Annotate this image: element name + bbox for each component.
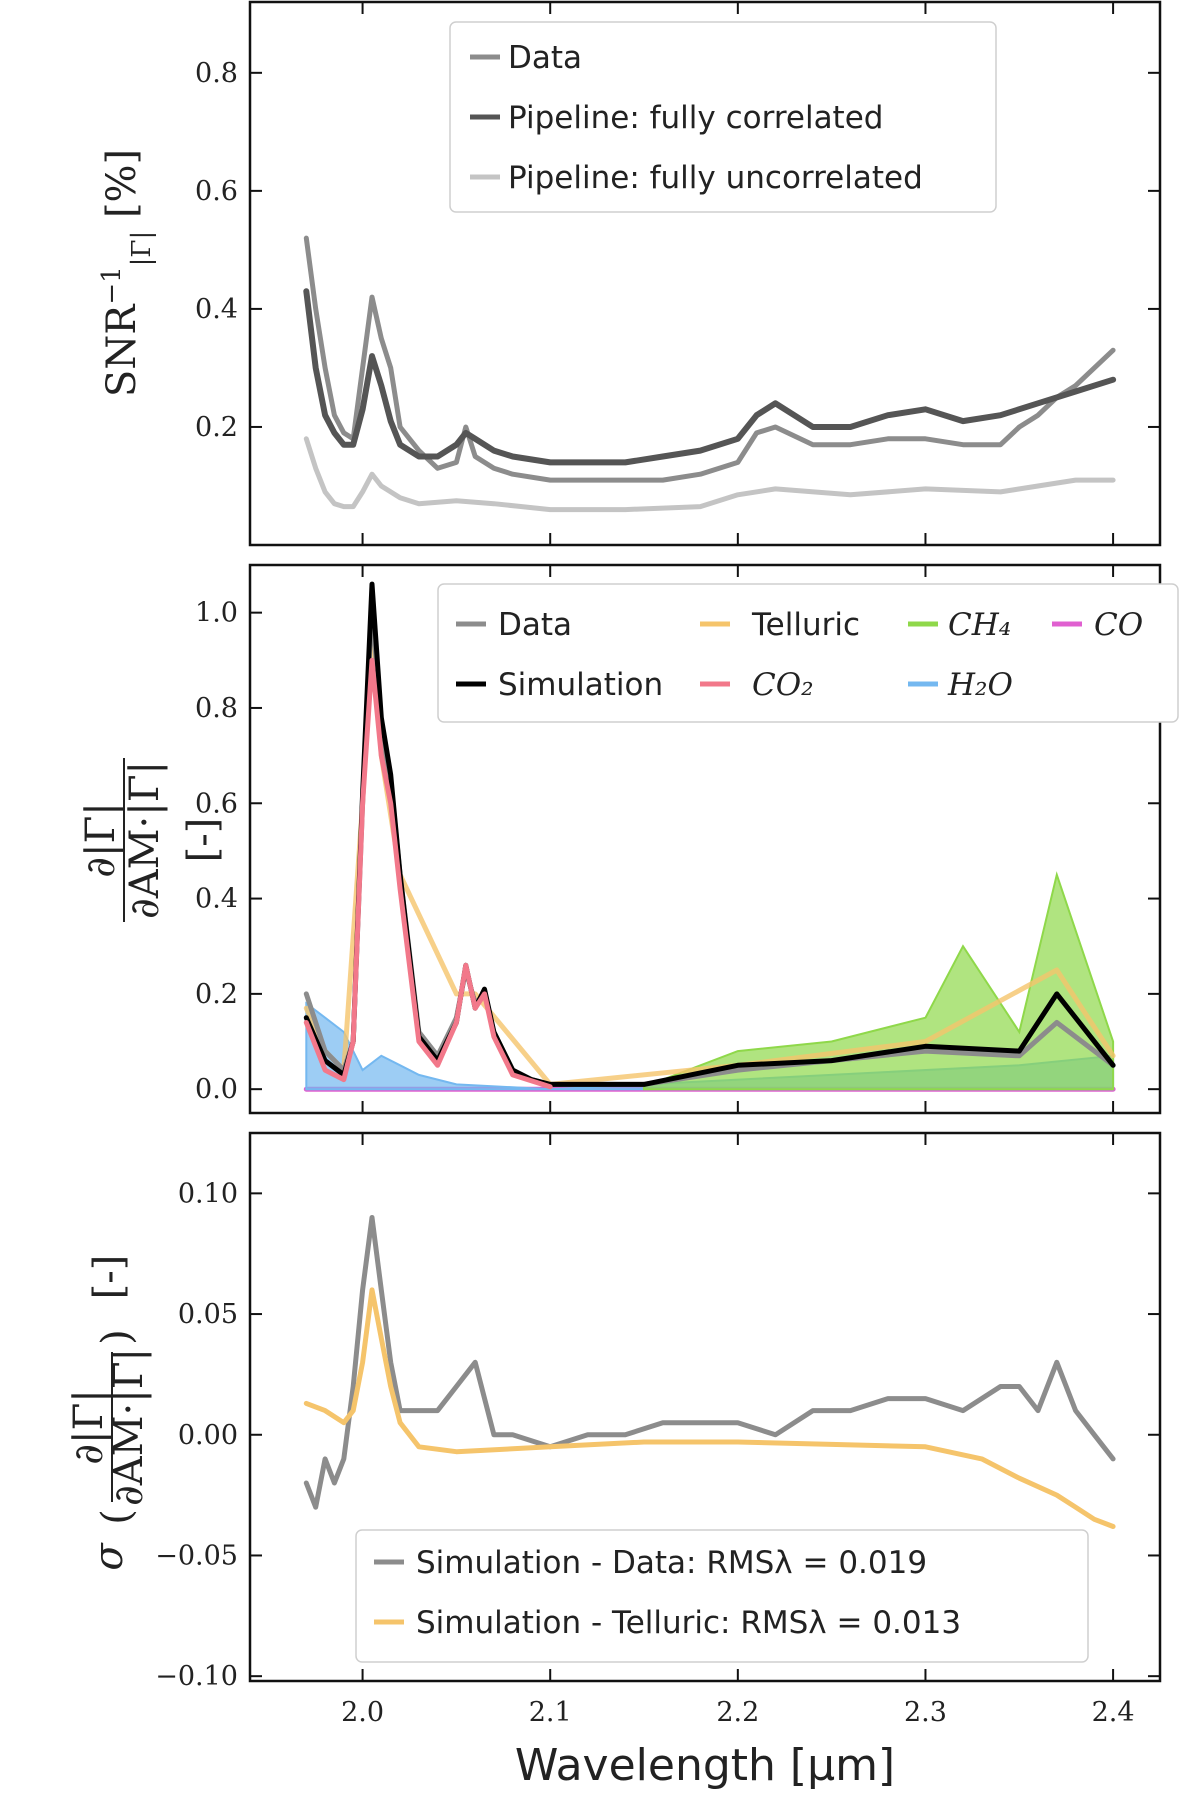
derivative-legend-simulation: Simulation: [498, 667, 663, 703]
sigma-y-label-sigma: σ: [86, 1542, 132, 1571]
snr-y-tick-label: 0.2: [195, 412, 238, 443]
sigma-legend-telluric: Simulation - Telluric: RMSλ = 0.013: [416, 1605, 961, 1641]
snr-x-ticks: [361, 2, 1115, 545]
sigma-x-ticks: 2.0 2.1 2.2 2.3 2.4: [341, 1133, 1135, 1728]
snr-series-data: [303, 235, 1116, 483]
snr-plot-frame: [248, 0, 1162, 547]
snr-y-axis-label: SNR−1|Γ| [%]: [97, 149, 157, 397]
snr-legend-correlated: Pipeline: fully correlated: [508, 100, 883, 136]
sigma-y-tick-label: −0.05: [155, 1540, 238, 1571]
sigma-legend-box: [355, 1529, 1089, 1663]
x-tick-label: 2.0: [341, 1697, 384, 1728]
derivative-y-tick-label: 0.8: [195, 693, 238, 724]
derivative-series-layer: [303, 581, 1116, 1092]
sigma-series-layer: [303, 1215, 1116, 1529]
derivative-series-co: [303, 657, 553, 1090]
derivative-legend: Data Simulation Telluric CO₂ CH₄ H₂O CO: [437, 583, 1179, 723]
sigma-y-axis-label: σ ( ∂|Γ| ∂AM·|Γ| ) [-]: [66, 1255, 152, 1571]
sigma-y-tick-label: 0.05: [178, 1299, 238, 1330]
snr-legend-data: Data: [508, 40, 582, 76]
sigma-y-tick-label: 0.10: [178, 1178, 238, 1209]
snr-legend-uncorrelated: Pipeline: fully uncorrelated: [508, 160, 923, 196]
derivative-plot-frame: [248, 563, 1162, 1115]
x-axis-label: Wavelength [μm]: [515, 1740, 895, 1791]
x-tick-label: 2.1: [529, 1697, 572, 1728]
x-tick-label: 2.3: [904, 1697, 947, 1728]
snr-panel: 0.2 0.4 0.6 0.8 SNR−1|Γ| [%] Data Pipeline:…: [97, 0, 1162, 547]
derivative-y-tick-label: 0.0: [195, 1074, 238, 1105]
derivative-y-tick-label: 0.2: [195, 979, 238, 1010]
sigma-y-label-unit: [-]: [86, 1255, 132, 1300]
sigma-y-label-numerator: ∂|Γ|: [66, 1389, 112, 1464]
sigma-y-tick-label: 0.00: [178, 1420, 238, 1451]
derivative-y-axis-label: ∂|Γ| ∂AM·|Γ| [-]: [78, 758, 226, 922]
sigma-y-label-open-paren: (: [94, 1509, 140, 1525]
derivative-legend-co2: CO₂: [752, 667, 814, 703]
snr-legend-box: [449, 21, 997, 213]
sigma-y-tick-label: −0.10: [155, 1661, 238, 1692]
derivative-legend-data: Data: [498, 607, 572, 643]
x-tick-label: 2.4: [1092, 1697, 1135, 1728]
derivative-legend-telluric: Telluric: [751, 607, 860, 643]
derivative-legend-box: [437, 583, 1179, 723]
derivative-y-tick-label: 0.6: [195, 788, 238, 819]
snr-y-ticks: 0.2 0.4 0.6 0.8: [195, 58, 1160, 443]
snr-y-tick-label: 0.4: [195, 294, 238, 325]
snr-series-pipeline-fully-uncorrelated: [303, 436, 1116, 513]
sigma-y-label-denominator: ∂AM·|Γ|: [106, 1348, 152, 1506]
snr-series-layer: [303, 235, 1117, 513]
x-tick-label: 2.2: [716, 1697, 759, 1728]
sigma-panel: −0.10 −0.05 0.00 0.05 0.10 2.0 2.1 2.2 2.3 2.4 σ…: [66, 1131, 1162, 1728]
derivative-y-tick-label: 0.4: [195, 884, 238, 915]
derivative-y-tick-label: 1.0: [195, 598, 238, 629]
derivative-y-label-numerator: ∂|Γ|: [78, 802, 124, 877]
derivative-legend-h2o: H₂O: [947, 667, 1013, 703]
sigma-legend: Simulation - Data: RMSλ = 0.019 Simulati…: [355, 1529, 1089, 1663]
snr-series-pipeline-fully-correlated: [303, 288, 1117, 466]
derivative-legend-co: CO: [1094, 607, 1143, 643]
sigma-legend-data: Simulation - Data: RMSλ = 0.019: [416, 1545, 927, 1581]
derivative-x-ticks: [361, 565, 1115, 1113]
snr-y-tick-label: 0.6: [195, 176, 238, 207]
derivative-legend-ch4: CH₄: [948, 607, 1011, 643]
derivative-y-ticks: 0.0 0.2 0.4 0.6 0.8 1.0: [195, 598, 1160, 1105]
snr-legend: Data Pipeline: fully correlated Pipeline…: [449, 21, 997, 213]
sigma-series-simulation-telluric-rms-0-013: [303, 1287, 1116, 1529]
sigma-series-simulation-data-rms-0-019: [303, 1215, 1116, 1510]
sigma-plot-frame: [248, 1131, 1162, 1683]
sigma-y-ticks: −0.10 −0.05 0.00 0.05 0.10: [155, 1178, 1160, 1692]
derivative-series-telluric: [303, 610, 1116, 1087]
snr-y-tick-label: 0.8: [195, 58, 238, 89]
derivative-y-label-denominator: ∂AM·|Γ|: [122, 761, 168, 919]
derivative-y-label-unit: [-]: [180, 818, 226, 863]
sigma-y-label-close-paren: ): [94, 1329, 140, 1345]
derivative-panel: 0.0 0.2 0.4 0.6 0.8 1.0 ∂|Γ| ∂AM·|Γ| [-] Data…: [78, 563, 1179, 1115]
